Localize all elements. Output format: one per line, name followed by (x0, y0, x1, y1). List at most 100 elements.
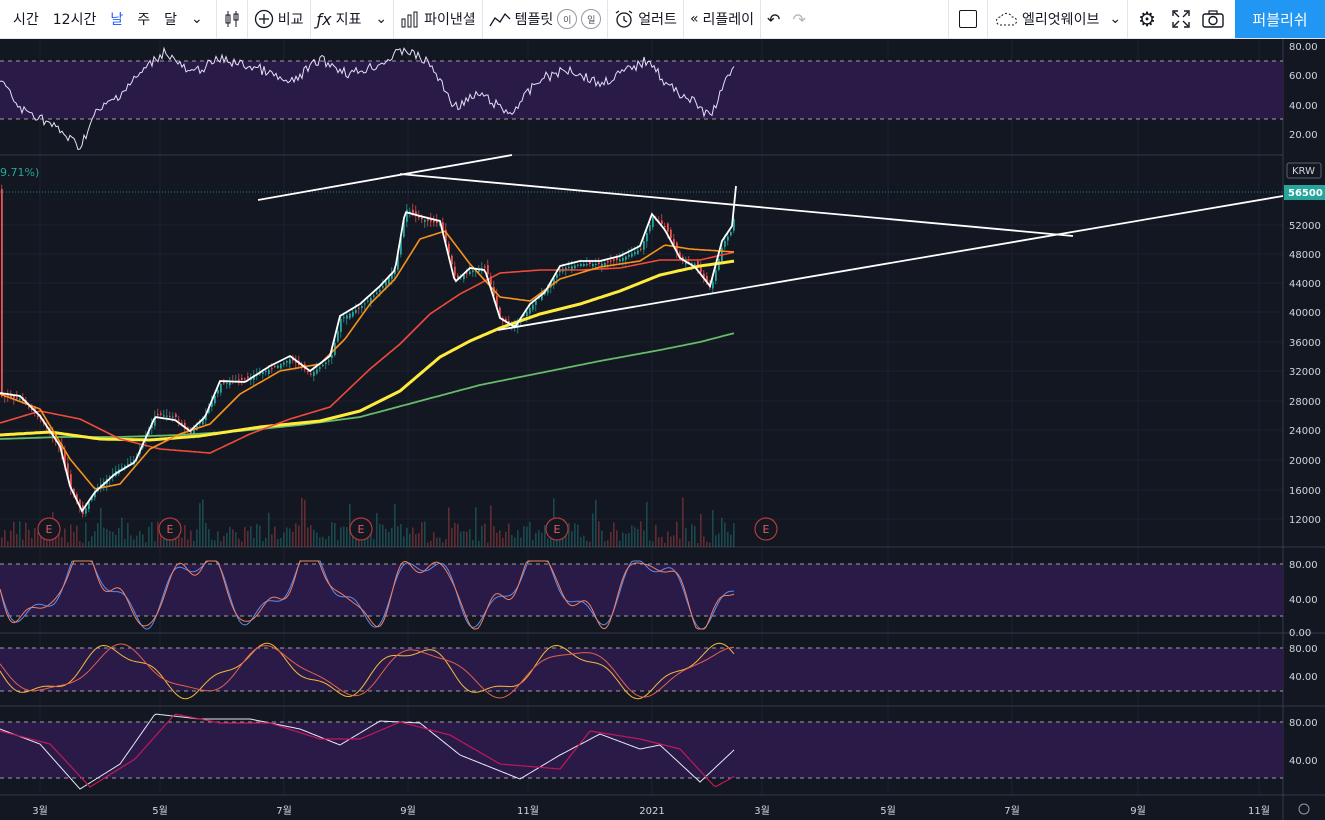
interval-day[interactable]: 날 (110, 12, 124, 28)
oscillator-panel (0, 713, 1283, 790)
interval-group: 시간 12시간 날 주 달 ⌄ (0, 0, 216, 38)
candle-body (13, 395, 15, 398)
volume-bar (307, 527, 309, 547)
interval-dropdown-chevron-icon[interactable]: ⌄ (191, 11, 203, 27)
volume-bar (67, 542, 69, 547)
candle-body (172, 416, 174, 418)
indicators-button[interactable]: ƒx 지표 ⌄ (311, 0, 394, 38)
trendline-upper-channel[interactable] (257, 154, 513, 201)
candle-body (565, 267, 567, 270)
candle-body (466, 272, 468, 274)
candle-body (604, 263, 606, 266)
candle-body (28, 406, 30, 408)
candle-body (70, 474, 72, 489)
volume-bar (544, 524, 546, 547)
volume-bar (463, 531, 465, 547)
volume-bar (520, 537, 522, 547)
osc-band (0, 722, 1283, 778)
volume-bar (517, 530, 519, 547)
publish-button[interactable]: 퍼블리쉬 (1235, 0, 1325, 38)
fullscreen-layout-button[interactable] (949, 0, 987, 38)
interval-12h[interactable]: 12시간 (52, 12, 97, 28)
volume-bar (637, 528, 639, 547)
volume-bar (4, 530, 6, 547)
volume-bar (55, 533, 57, 547)
candle-body (268, 369, 270, 374)
trendline-resistance[interactable] (399, 173, 1074, 237)
financials-button[interactable]: 파이낸셜 (394, 0, 482, 38)
volume-bar (1, 537, 3, 547)
snapshot-button[interactable] (1196, 0, 1230, 38)
candle-body (238, 379, 240, 381)
candle-body (628, 255, 630, 257)
earnings-marker[interactable] (349, 517, 373, 541)
replay-button[interactable]: « 리플레이 (684, 0, 760, 38)
toolbar-divider (215, 0, 217, 38)
currency-badge[interactable] (1286, 162, 1322, 179)
candle-body (364, 303, 366, 305)
earnings-marker[interactable] (754, 517, 778, 541)
candle-body (706, 276, 708, 283)
candle-body (337, 331, 339, 342)
template-badge-2[interactable]: 일 (581, 9, 602, 29)
chart-area[interactable]: 9.71%) E E E E E 80.00 60.00 40.00 20.00 KRW… (0, 39, 1325, 820)
candle-body (625, 256, 627, 260)
earnings-marker[interactable] (545, 517, 569, 541)
candle-body (673, 238, 675, 246)
time-tick: 9월 (1130, 805, 1146, 817)
volume-bar (688, 541, 690, 547)
volume-bar (181, 537, 183, 547)
candle-body (490, 276, 492, 285)
trendline-support[interactable] (497, 195, 1284, 331)
volume-bar (697, 542, 699, 547)
time-tick: 11월 (1248, 805, 1270, 817)
volume-bar (730, 534, 732, 547)
candle-body (463, 274, 465, 280)
fullscreen-button[interactable] (1166, 0, 1196, 38)
volume-bar (292, 531, 294, 547)
candle-body (448, 243, 450, 254)
price-axis[interactable]: 80.00 60.00 40.00 20.00 KRW 56500 52000 4… (1284, 42, 1325, 767)
candle-body (310, 373, 312, 375)
candle-body (265, 371, 267, 372)
volume-bar (445, 539, 447, 547)
ma-5-line (0, 185, 737, 513)
undo-button[interactable]: ↶ (761, 0, 786, 38)
volume-bar (571, 531, 573, 547)
earnings-marker[interactable] (37, 517, 61, 541)
earnings-marker[interactable] (158, 517, 182, 541)
settings-button[interactable]: ⚙ (1128, 0, 1166, 38)
time-axis[interactable]: 3월 5월 7월 9월 11월 2021 3월 5월 7월 9월 11월 (32, 805, 1270, 817)
expand-icon (1172, 10, 1190, 28)
candle-body (340, 319, 342, 332)
volume-bar (145, 542, 147, 547)
volume-bar (655, 524, 657, 547)
candle-body (37, 415, 39, 417)
candle-body (499, 307, 501, 318)
volume-bar (343, 526, 345, 547)
volume-bar (127, 523, 129, 547)
layout-select[interactable]: 엘리엇웨이브 ⌄ (988, 0, 1127, 38)
price-tick: 20000 (1289, 456, 1321, 467)
template-badge-1[interactable]: 이 (557, 9, 578, 29)
chart-type-button[interactable] (217, 0, 247, 38)
volume-bar (208, 529, 210, 547)
axis-settings-button[interactable] (1298, 803, 1310, 815)
templates-button[interactable]: 템플릿 이 일 (483, 0, 608, 38)
volume-bar (409, 533, 411, 547)
volume-bar (265, 537, 267, 547)
volume-bar (304, 499, 306, 547)
redo-button[interactable]: ↷ (786, 0, 811, 38)
volume-bar (124, 538, 126, 547)
indicators-chevron-icon[interactable]: ⌄ (375, 11, 388, 27)
interval-hour[interactable]: 시간 (13, 12, 39, 28)
candle-body (394, 268, 396, 275)
alert-button[interactable]: 얼러트 (608, 0, 683, 38)
interval-month[interactable]: 달 (164, 12, 178, 28)
price-tick: 12000 (1289, 515, 1321, 526)
volume-bar (190, 530, 192, 547)
candle-body (472, 270, 474, 273)
compare-button[interactable]: 비교 (248, 0, 310, 38)
candle-body (367, 300, 369, 302)
interval-week[interactable]: 주 (137, 12, 151, 28)
